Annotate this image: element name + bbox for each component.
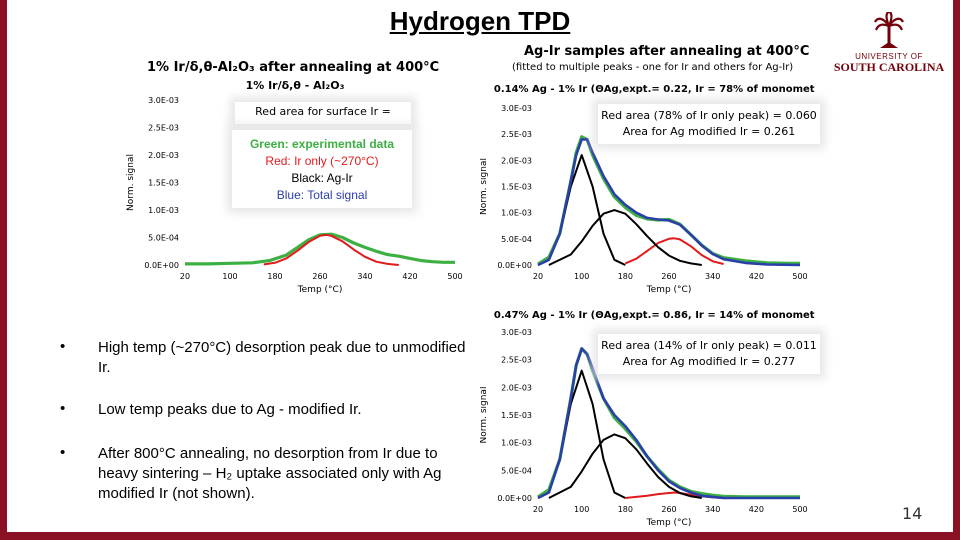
chart2-xtick-label: 100 bbox=[574, 272, 589, 281]
chart1-ylabel: Norm. signal bbox=[126, 154, 136, 211]
chart3-xtick-label: 260 bbox=[661, 505, 676, 514]
chart2-ytick-label: 3.0E-03 bbox=[501, 104, 532, 113]
chart1-ytick-label: 2.0E-03 bbox=[148, 151, 179, 160]
bullet-text: Low temp peaks due to Ag - modified Ir. bbox=[98, 401, 362, 418]
chart2-xtick-label: 420 bbox=[749, 272, 764, 281]
chart2-series-ag-ir-2-line bbox=[548, 209, 702, 266]
legend-item-ir-only: Red: Ir only (~270°C) bbox=[265, 154, 379, 168]
chart3-series-total-line bbox=[537, 347, 800, 500]
legend-item-total: Blue: Total signal bbox=[276, 188, 368, 202]
chart3-xtick-label: 100 bbox=[574, 505, 589, 514]
chart1-xtick-label: 20 bbox=[180, 272, 190, 281]
bullet-dot: • bbox=[60, 338, 66, 355]
bullet-item: • Low temp peaks due to Ag - modified Ir… bbox=[60, 400, 470, 420]
chart1-xtick-label: 420 bbox=[402, 272, 417, 281]
chart2-xtick-label: 20 bbox=[533, 272, 543, 281]
chart2-xlabel: Temp (°C) bbox=[646, 285, 692, 295]
chart2-ytick-label: 0.0E+00 bbox=[497, 261, 532, 270]
right-heading: Ag-Ir samples after annealing at 400°C bbox=[524, 44, 810, 59]
bullet-dot: • bbox=[60, 400, 66, 417]
chart2-annotation-line1: Red area (78% of Ir only peak) = 0.060 bbox=[601, 109, 817, 122]
chart3-ytick-label: 1.0E-03 bbox=[501, 439, 532, 448]
chart1-xtick-label: 260 bbox=[312, 272, 327, 281]
page-number: 14 bbox=[902, 504, 923, 523]
chart3-xtick-label: 20 bbox=[533, 505, 543, 514]
chart1-ytick-label: 1.0E-03 bbox=[148, 206, 179, 215]
bullet-dot: • bbox=[60, 444, 66, 461]
chart1-ytick-label: 3.0E-03 bbox=[148, 96, 179, 105]
chart2-ytick-label: 2.5E-03 bbox=[501, 130, 532, 139]
chart2-ytick-label: 1.5E-03 bbox=[501, 183, 532, 192]
chart3-ytick-label: 0.0E+00 bbox=[497, 494, 532, 503]
chart3-xtick-label: 420 bbox=[749, 505, 764, 514]
logo-line-university: UNIVERSITY OF bbox=[855, 52, 923, 61]
chart3-ytick-label: 1.5E-03 bbox=[501, 411, 532, 420]
logo-line-name: SOUTH CAROLINA bbox=[833, 60, 945, 74]
chart3-annotation-line2: Area for Ag modified Ir = 0.277 bbox=[622, 355, 796, 368]
chart1-series-experimental-line bbox=[185, 232, 455, 266]
right-subheading: (fitted to multiple peaks - one for Ir a… bbox=[512, 62, 794, 73]
chart1-series-ir-only-line bbox=[263, 233, 399, 266]
chart1-title: 1% Ir/δ,θ - Al₂O₃ bbox=[246, 79, 345, 92]
chart2-annotation-box: Red area (78% of Ir only peak) = 0.060 A… bbox=[598, 104, 820, 144]
university-logo: UNIVERSITY OF SOUTH CAROLINA bbox=[828, 10, 950, 82]
chart2-xtick-label: 500 bbox=[792, 272, 807, 281]
bullet-text: High temp (~270°C) desorption peak due t… bbox=[98, 339, 466, 376]
chart1-ytick-label: 2.5E-03 bbox=[148, 124, 179, 133]
chart2-series-ir-only-line bbox=[624, 237, 724, 265]
chart3-annotation-box: Red area (14% of Ir only peak) = 0.011 A… bbox=[598, 334, 820, 374]
chart1-xtick-label: 100 bbox=[222, 272, 237, 281]
chart3-ytick-label: 2.0E-03 bbox=[501, 383, 532, 392]
chart1-annotation-box: Red area for surface Ir = bbox=[235, 102, 411, 124]
chart1-xtick-label: 340 bbox=[357, 272, 372, 281]
bullet-text: After 800°C annealing, no desorption fro… bbox=[98, 445, 442, 502]
chart3-annotation-line1: Red area (14% of Ir only peak) = 0.011 bbox=[601, 339, 817, 352]
chart3-title: 0.47% Ag - 1% Ir (ΘAg,expt.= 0.86, Ir = … bbox=[494, 310, 815, 321]
chart2-ytick-label: 1.0E-03 bbox=[501, 209, 532, 218]
chart3-ylabel: Norm. signal bbox=[480, 387, 489, 444]
chart1-heading: 1% Ir/δ,θ-Al₂O₃ after annealing at 400°C bbox=[147, 60, 440, 75]
chart3-ytick-label: 2.5E-03 bbox=[501, 356, 532, 365]
chart-ir-only: 0.0E+00 5.0E-04 1.0E-03 1.5E-03 2.0E-03 2.5E-… bbox=[126, 79, 463, 295]
chart-014ag: 0.0E+00 5.0E-04 1.0E-03 1.5E-03 2.0E-03 2.5E-… bbox=[480, 84, 815, 295]
chart3-ytick-label: 5.0E-04 bbox=[501, 466, 532, 475]
chart3-xtick-label: 500 bbox=[792, 505, 807, 514]
chart2-series-total-line bbox=[537, 138, 801, 267]
chart2-xtick-label: 340 bbox=[705, 272, 720, 281]
legend: Green: experimental data Red: Ir only (~… bbox=[232, 130, 412, 208]
chart1-xlabel: Temp (°C) bbox=[297, 285, 343, 295]
chart2-ytick-label: 2.0E-03 bbox=[501, 156, 532, 165]
bullet-item: • High temp (~270°C) desorption peak due… bbox=[60, 338, 470, 378]
legend-item-ag-ir: Black: Ag-Ir bbox=[291, 171, 353, 185]
slide-frame-left bbox=[0, 0, 7, 540]
chart2-title: 0.14% Ag - 1% Ir (ΘAg,expt.= 0.22, Ir = … bbox=[494, 84, 815, 95]
chart-047ag: 0.0E+00 5.0E-04 1.0E-03 1.5E-03 2.0E-03 2.5E-… bbox=[480, 310, 815, 528]
chart3-xtick-label: 180 bbox=[618, 505, 633, 514]
chart3-xtick-label: 340 bbox=[705, 505, 720, 514]
chart1-ytick-label: 5.0E-04 bbox=[148, 234, 179, 243]
palmetto-logo-icon bbox=[874, 10, 904, 48]
bullet-item: • After 800°C annealing, no desorption f… bbox=[60, 444, 470, 504]
slide-frame-right bbox=[953, 0, 960, 540]
slide-title: Hydrogen TPD bbox=[389, 6, 571, 36]
slide-frame-bottom bbox=[0, 532, 960, 540]
chart1-xtick-label: 180 bbox=[267, 272, 282, 281]
chart1-annotation: Red area for surface Ir = bbox=[255, 105, 391, 118]
chart2-ylabel: Norm. signal bbox=[480, 158, 489, 215]
chart1-ytick-label: 1.5E-03 bbox=[148, 179, 179, 188]
legend-item-experimental: Green: experimental data bbox=[249, 137, 395, 151]
chart2-annotation-line2: Area for Ag modified Ir = 0.261 bbox=[622, 125, 796, 138]
chart1-xtick-label: 500 bbox=[447, 272, 462, 281]
chart1-ytick-label: 0.0E+00 bbox=[144, 261, 179, 270]
chart3-series-ag-ir-2-line bbox=[548, 433, 702, 499]
chart2-xtick-label: 180 bbox=[618, 272, 633, 281]
chart3-ytick-label: 3.0E-03 bbox=[501, 328, 532, 337]
chart2-ytick-label: 5.0E-04 bbox=[501, 235, 532, 244]
chart2-xtick-label: 260 bbox=[661, 272, 676, 281]
chart3-xlabel: Temp (°C) bbox=[646, 518, 692, 528]
